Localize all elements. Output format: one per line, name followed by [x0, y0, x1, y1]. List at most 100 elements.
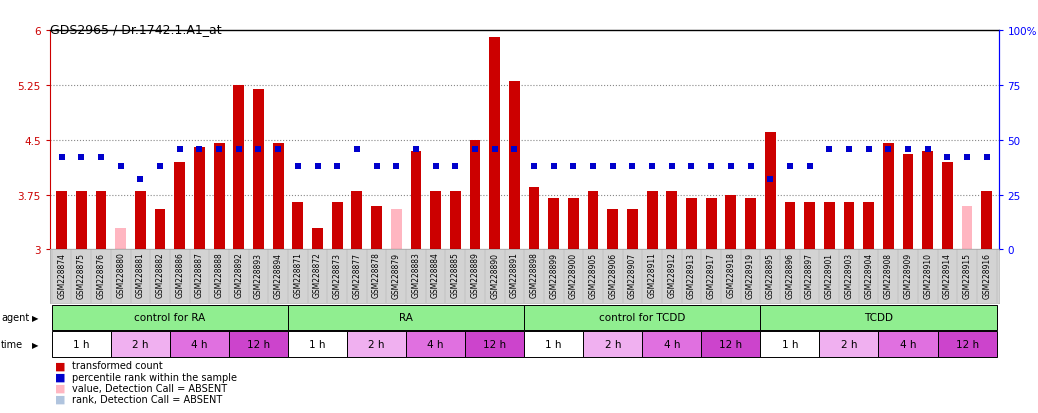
Text: GSM228908: GSM228908 — [883, 252, 893, 298]
Bar — [489, 38, 500, 250]
Bar — [647, 192, 657, 250]
Text: time: time — [1, 339, 23, 349]
Text: GSM228912: GSM228912 — [667, 252, 677, 298]
Bar — [56, 192, 67, 250]
Text: GSM228904: GSM228904 — [865, 252, 873, 298]
Text: GSM228890: GSM228890 — [490, 252, 499, 298]
Text: GSM228914: GSM228914 — [943, 252, 952, 298]
Text: 4 h: 4 h — [428, 339, 444, 349]
Bar — [745, 199, 756, 250]
Bar — [469, 140, 481, 250]
Bar — [288, 305, 524, 330]
Bar — [410, 152, 421, 250]
Bar — [155, 210, 165, 250]
Bar — [406, 332, 465, 357]
Text: 12 h: 12 h — [719, 339, 742, 349]
Text: GSM228916: GSM228916 — [982, 252, 991, 298]
Text: ■: ■ — [55, 361, 65, 370]
Text: 12 h: 12 h — [483, 339, 507, 349]
Bar — [568, 199, 579, 250]
Text: GSM228919: GSM228919 — [746, 252, 755, 298]
Text: percentile rank within the sample: percentile rank within the sample — [72, 372, 237, 382]
Bar — [229, 332, 288, 357]
Bar — [253, 89, 264, 250]
Text: 1 h: 1 h — [73, 339, 89, 349]
Text: GSM228884: GSM228884 — [431, 252, 440, 298]
Bar — [726, 195, 736, 250]
Bar — [509, 82, 520, 250]
Bar — [761, 332, 819, 357]
Bar — [583, 332, 643, 357]
Bar — [52, 305, 288, 330]
Text: GSM228895: GSM228895 — [766, 252, 774, 298]
Bar — [819, 332, 878, 357]
Text: ▶: ▶ — [32, 313, 38, 322]
Bar — [883, 144, 894, 250]
Bar — [312, 228, 323, 250]
Text: 4 h: 4 h — [191, 339, 208, 349]
Text: GSM228906: GSM228906 — [608, 252, 618, 298]
Bar — [666, 192, 677, 250]
Text: GSM228905: GSM228905 — [589, 252, 598, 298]
Text: GDS2965 / Dr.1742.1.A1_at: GDS2965 / Dr.1742.1.A1_at — [50, 23, 221, 36]
Bar — [352, 192, 362, 250]
Bar — [804, 202, 815, 250]
Text: transformed count: transformed count — [72, 361, 162, 370]
Bar — [706, 199, 716, 250]
Bar — [941, 162, 953, 250]
Bar — [76, 192, 87, 250]
Text: 1 h: 1 h — [782, 339, 798, 349]
Text: 4 h: 4 h — [663, 339, 680, 349]
Text: GSM228875: GSM228875 — [77, 252, 86, 298]
Bar — [627, 210, 638, 250]
Text: GSM228889: GSM228889 — [470, 252, 480, 298]
Bar — [449, 192, 461, 250]
Text: GSM228909: GSM228909 — [903, 252, 912, 298]
Text: agent: agent — [1, 313, 29, 323]
Text: GSM228913: GSM228913 — [687, 252, 696, 298]
Text: GSM228898: GSM228898 — [529, 252, 539, 298]
Text: GSM228872: GSM228872 — [313, 252, 322, 298]
Text: GSM228892: GSM228892 — [235, 252, 243, 298]
Bar — [528, 188, 540, 250]
Bar — [391, 210, 402, 250]
Text: GSM228915: GSM228915 — [962, 252, 972, 298]
Bar — [864, 202, 874, 250]
Bar — [785, 202, 795, 250]
Bar — [588, 192, 599, 250]
Bar — [524, 305, 761, 330]
Text: GSM228883: GSM228883 — [411, 252, 420, 298]
Bar — [194, 148, 204, 250]
Text: 12 h: 12 h — [247, 339, 270, 349]
Text: GSM228885: GSM228885 — [450, 252, 460, 298]
Text: GSM228876: GSM228876 — [97, 252, 106, 298]
Text: GSM228887: GSM228887 — [195, 252, 203, 298]
Bar — [903, 155, 913, 250]
Bar — [174, 162, 185, 250]
Bar — [111, 332, 170, 357]
Text: value, Detection Call = ABSENT: value, Detection Call = ABSENT — [72, 383, 226, 393]
Bar — [52, 332, 111, 357]
Bar — [115, 228, 126, 250]
Bar — [702, 332, 761, 357]
Text: TCDD: TCDD — [864, 313, 893, 323]
Text: RA: RA — [400, 313, 413, 323]
Text: GSM228900: GSM228900 — [569, 252, 578, 298]
Bar — [234, 86, 244, 250]
Text: 2 h: 2 h — [132, 339, 148, 349]
Text: GSM228891: GSM228891 — [510, 252, 519, 298]
Bar — [643, 332, 702, 357]
Text: control for TCDD: control for TCDD — [599, 313, 685, 323]
Bar — [214, 144, 224, 250]
Text: 1 h: 1 h — [309, 339, 326, 349]
Text: ■: ■ — [55, 383, 65, 393]
Bar — [273, 144, 283, 250]
Text: GSM228871: GSM228871 — [294, 252, 302, 298]
Text: ■: ■ — [55, 394, 65, 404]
Text: rank, Detection Call = ABSENT: rank, Detection Call = ABSENT — [72, 394, 222, 404]
Bar — [981, 192, 992, 250]
Bar — [170, 332, 229, 357]
Bar — [372, 206, 382, 250]
Text: GSM228873: GSM228873 — [333, 252, 342, 298]
Text: GSM228878: GSM228878 — [372, 252, 381, 298]
